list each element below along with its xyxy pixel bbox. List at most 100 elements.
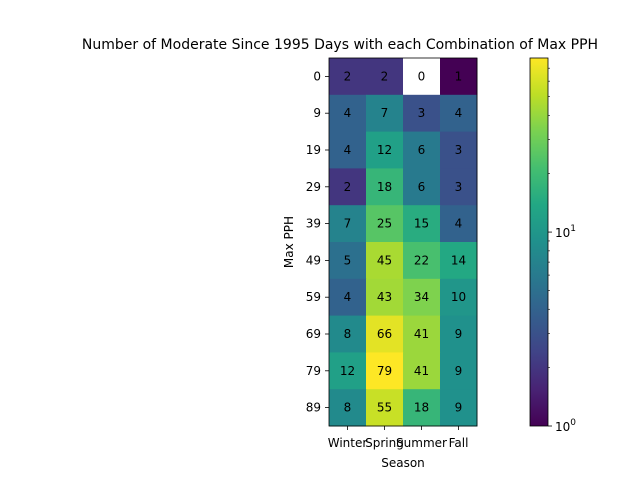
y-tick-label: 79 bbox=[306, 364, 321, 378]
cell-value-label: 7 bbox=[344, 217, 352, 231]
colorbar-gradient bbox=[529, 57, 549, 427]
colorbar: 100 101 bbox=[529, 57, 576, 434]
y-tick-label: 69 bbox=[306, 327, 321, 341]
cell-value-label: 18 bbox=[414, 401, 429, 415]
y-tick-label: 39 bbox=[306, 217, 321, 231]
heatmap-cell bbox=[403, 242, 441, 280]
heatmap-cell bbox=[440, 205, 478, 243]
heatmap-cell bbox=[329, 58, 367, 96]
x-tick-label: Summer bbox=[396, 436, 447, 450]
cell-value-label: 4 bbox=[455, 217, 463, 231]
cell-value-label: 4 bbox=[344, 143, 352, 157]
y-tick-label: 0 bbox=[313, 69, 321, 83]
heatmap-cell bbox=[366, 131, 404, 169]
cell-value-label: 41 bbox=[414, 327, 429, 341]
heatmap-cell bbox=[329, 168, 367, 206]
cell-value-label: 22 bbox=[414, 253, 429, 267]
cell-value-label: 45 bbox=[377, 253, 392, 267]
heatmap-cell bbox=[440, 352, 478, 390]
heatmap-cell bbox=[329, 242, 367, 280]
heatmap-cell bbox=[366, 352, 404, 390]
plot-frame bbox=[328, 57, 478, 427]
heatmap-cell bbox=[329, 131, 367, 169]
heatmap-cell bbox=[403, 389, 441, 427]
cell-value-label: 3 bbox=[418, 106, 426, 120]
heatmap-cell bbox=[403, 352, 441, 390]
cell-value-label: 9 bbox=[455, 364, 463, 378]
cell-value-label: 12 bbox=[340, 364, 355, 378]
heatmap-cell bbox=[329, 352, 367, 390]
heatmap-cell bbox=[329, 315, 367, 353]
colorbar-tick-label: 100 bbox=[555, 418, 576, 434]
heatmap-cell bbox=[440, 278, 478, 317]
heatmap-cell bbox=[366, 94, 404, 133]
heatmap-cell bbox=[440, 315, 478, 353]
heatmap-cell bbox=[366, 278, 404, 317]
y-axis: 0 9 19 29 39 49 59 69 79 89 bbox=[306, 69, 329, 415]
cell-value-label: 4 bbox=[455, 106, 463, 120]
chart-title: Number of Moderate Since 1995 Days with … bbox=[82, 37, 598, 53]
heatmap-cell bbox=[403, 168, 441, 206]
x-tick-label: Fall bbox=[449, 436, 469, 450]
heatmap-cell bbox=[329, 205, 367, 243]
cell-value-label: 3 bbox=[455, 180, 463, 194]
cell-value-label: 12 bbox=[377, 143, 392, 157]
heatmap-cell bbox=[329, 278, 367, 317]
cell-value-label: 25 bbox=[377, 217, 392, 231]
heatmap-cell bbox=[440, 389, 478, 427]
heatmap-cell bbox=[366, 242, 404, 280]
heatmap-cell bbox=[403, 315, 441, 353]
heatmap-cell bbox=[366, 168, 404, 206]
cell-value-label: 6 bbox=[418, 143, 426, 157]
x-axis-label: Season bbox=[381, 456, 425, 470]
cell-value-label: 8 bbox=[344, 401, 352, 415]
cell-value-label: 2 bbox=[344, 180, 352, 194]
cell-value-label: 2 bbox=[344, 69, 352, 83]
cell-value-label: 8 bbox=[344, 327, 352, 341]
heatmap-cell bbox=[403, 131, 441, 169]
heatmap-cells: 2 2 0 14 7 3 44 12 6 32 18 6 37 25 15 45 45 22 144 43 34 108 6… bbox=[329, 58, 478, 427]
cell-value-label: 14 bbox=[451, 253, 466, 267]
y-axis-label: Max PPH bbox=[282, 216, 296, 268]
cell-value-label: 15 bbox=[414, 217, 429, 231]
heatmap-cell bbox=[366, 205, 404, 243]
colorbar-tick-label: 101 bbox=[555, 224, 576, 240]
cell-value-label: 1 bbox=[455, 69, 463, 83]
heatmap-cell bbox=[440, 94, 478, 133]
y-tick-label: 59 bbox=[306, 290, 321, 304]
heatmap-cell bbox=[403, 94, 441, 133]
heatmap-cell bbox=[366, 58, 404, 96]
heatmap-cell bbox=[440, 131, 478, 169]
y-tick-label: 19 bbox=[306, 143, 321, 157]
cell-value-label: 9 bbox=[455, 327, 463, 341]
y-tick-label: 89 bbox=[306, 401, 321, 415]
y-tick-label: 29 bbox=[306, 180, 321, 194]
x-tick-label: Winter bbox=[328, 436, 368, 450]
heatmap-cell bbox=[403, 205, 441, 243]
cell-value-label: 2 bbox=[381, 69, 389, 83]
y-tick-label: 9 bbox=[313, 106, 321, 120]
cell-value-label: 55 bbox=[377, 401, 392, 415]
cell-value-label: 4 bbox=[344, 290, 352, 304]
cell-value-label: 4 bbox=[344, 106, 352, 120]
cell-value-label: 18 bbox=[377, 180, 392, 194]
cell-value-label: 5 bbox=[344, 253, 352, 267]
heatmap-cell bbox=[440, 242, 478, 280]
heatmap-cell bbox=[403, 58, 441, 96]
cell-value-label: 9 bbox=[455, 401, 463, 415]
heatmap-cell bbox=[329, 94, 367, 133]
cell-value-label: 10 bbox=[451, 290, 466, 304]
heatmap-cell bbox=[440, 168, 478, 206]
y-tick-label: 49 bbox=[306, 253, 321, 267]
cell-value-label: 0 bbox=[418, 69, 426, 83]
cell-value-label: 41 bbox=[414, 364, 429, 378]
cell-value-label: 3 bbox=[455, 143, 463, 157]
cell-value-label: 6 bbox=[418, 180, 426, 194]
x-tick-label: Spring bbox=[365, 436, 404, 450]
cell-value-label: 79 bbox=[377, 364, 392, 378]
cell-value-label: 34 bbox=[414, 290, 429, 304]
cell-value-label: 43 bbox=[377, 290, 392, 304]
heatmap-cell bbox=[329, 389, 367, 427]
heatmap-cell bbox=[403, 278, 441, 317]
